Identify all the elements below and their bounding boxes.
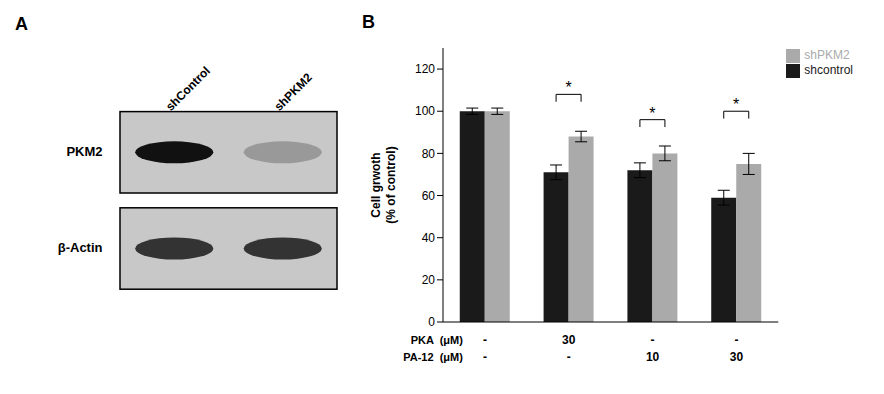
svg-text:shPKM2: shPKM2 bbox=[271, 70, 315, 114]
svg-text:100: 100 bbox=[415, 104, 435, 118]
svg-text:-: - bbox=[651, 333, 655, 347]
svg-text:-: - bbox=[734, 333, 738, 347]
html-text:B: B bbox=[362, 12, 375, 32]
svg-text:30: 30 bbox=[562, 333, 576, 347]
svg-text:-: - bbox=[483, 333, 487, 347]
svg-text:0: 0 bbox=[428, 315, 435, 329]
svg-text:shControl: shControl bbox=[163, 64, 213, 114]
svg-text:-: - bbox=[567, 350, 571, 364]
svg-text:β-Actin: β-Actin bbox=[58, 240, 103, 255]
svg-text:60: 60 bbox=[422, 189, 436, 203]
svg-text:30: 30 bbox=[730, 350, 744, 364]
svg-text:PKM2: PKM2 bbox=[66, 144, 102, 159]
svg-text:80: 80 bbox=[422, 147, 436, 161]
svg-text:10: 10 bbox=[646, 350, 660, 364]
svg-text:*: * bbox=[649, 105, 655, 122]
svg-text:PKA (μM): PKA (μM) bbox=[411, 334, 463, 346]
html-text:shcontrol: shcontrol bbox=[804, 62, 853, 77]
svg-text:120: 120 bbox=[415, 62, 435, 76]
svg-text:Cell grwoth(% of control): Cell grwoth(% of control) bbox=[369, 146, 398, 223]
svg-text:PA-12 (μM): PA-12 (μM) bbox=[403, 351, 463, 363]
svg-text:-: - bbox=[483, 350, 487, 364]
svg-text:*: * bbox=[565, 79, 571, 96]
svg-text:*: * bbox=[733, 96, 739, 113]
svg-text:40: 40 bbox=[422, 231, 436, 245]
html-text:shPKM2: shPKM2 bbox=[804, 48, 850, 62]
svg-text:A: A bbox=[15, 14, 28, 34]
svg-text:20: 20 bbox=[422, 273, 436, 287]
